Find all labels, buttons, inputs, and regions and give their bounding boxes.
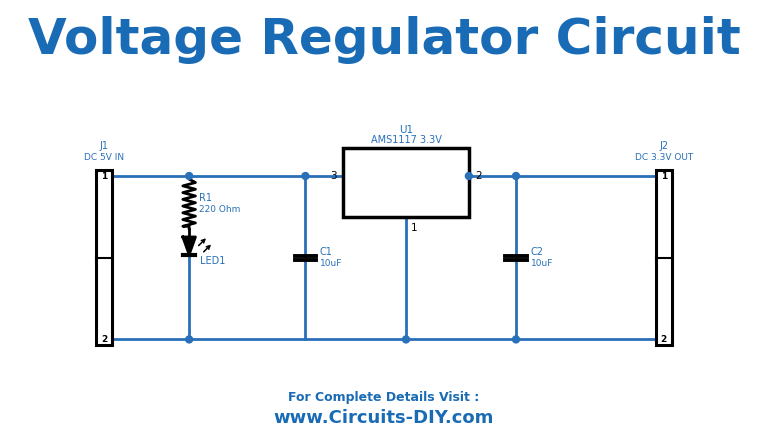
Text: U1: U1 — [399, 125, 413, 135]
Text: C2: C2 — [531, 247, 544, 257]
Circle shape — [186, 336, 193, 343]
Text: 10uF: 10uF — [320, 259, 343, 268]
Text: 2: 2 — [475, 171, 482, 181]
Text: 2: 2 — [101, 335, 108, 344]
Text: VIN: VIN — [352, 177, 371, 187]
Text: 10uF: 10uF — [531, 259, 553, 268]
Text: 220 Ohm: 220 Ohm — [199, 205, 240, 213]
Text: J1: J1 — [100, 141, 109, 151]
Text: 3: 3 — [330, 171, 337, 181]
Text: 1: 1 — [660, 172, 667, 180]
Text: AMS1117 3.3V: AMS1117 3.3V — [371, 135, 442, 145]
Circle shape — [186, 172, 193, 180]
Text: 1: 1 — [101, 172, 108, 180]
Text: DC 3.3V OUT: DC 3.3V OUT — [634, 153, 693, 161]
Text: DC 5V IN: DC 5V IN — [84, 153, 124, 161]
Polygon shape — [97, 170, 112, 345]
Text: 1: 1 — [410, 223, 417, 233]
Text: GND: GND — [401, 169, 411, 195]
Circle shape — [302, 172, 309, 180]
Text: VOUT: VOUT — [429, 177, 460, 187]
Text: C1: C1 — [320, 247, 333, 257]
Text: www.Circuits-DIY.com: www.Circuits-DIY.com — [274, 409, 494, 427]
Text: J2: J2 — [659, 141, 668, 151]
Circle shape — [465, 172, 472, 180]
Text: R1: R1 — [199, 193, 212, 203]
Circle shape — [512, 336, 519, 343]
Polygon shape — [343, 148, 468, 217]
Polygon shape — [656, 170, 671, 345]
Circle shape — [402, 336, 409, 343]
Circle shape — [512, 172, 519, 180]
Text: Voltage Regulator Circuit: Voltage Regulator Circuit — [28, 16, 740, 64]
Text: LED1: LED1 — [200, 257, 226, 267]
Polygon shape — [183, 237, 195, 255]
Text: For Complete Details Visit :: For Complete Details Visit : — [288, 391, 480, 404]
Text: 2: 2 — [660, 335, 667, 344]
